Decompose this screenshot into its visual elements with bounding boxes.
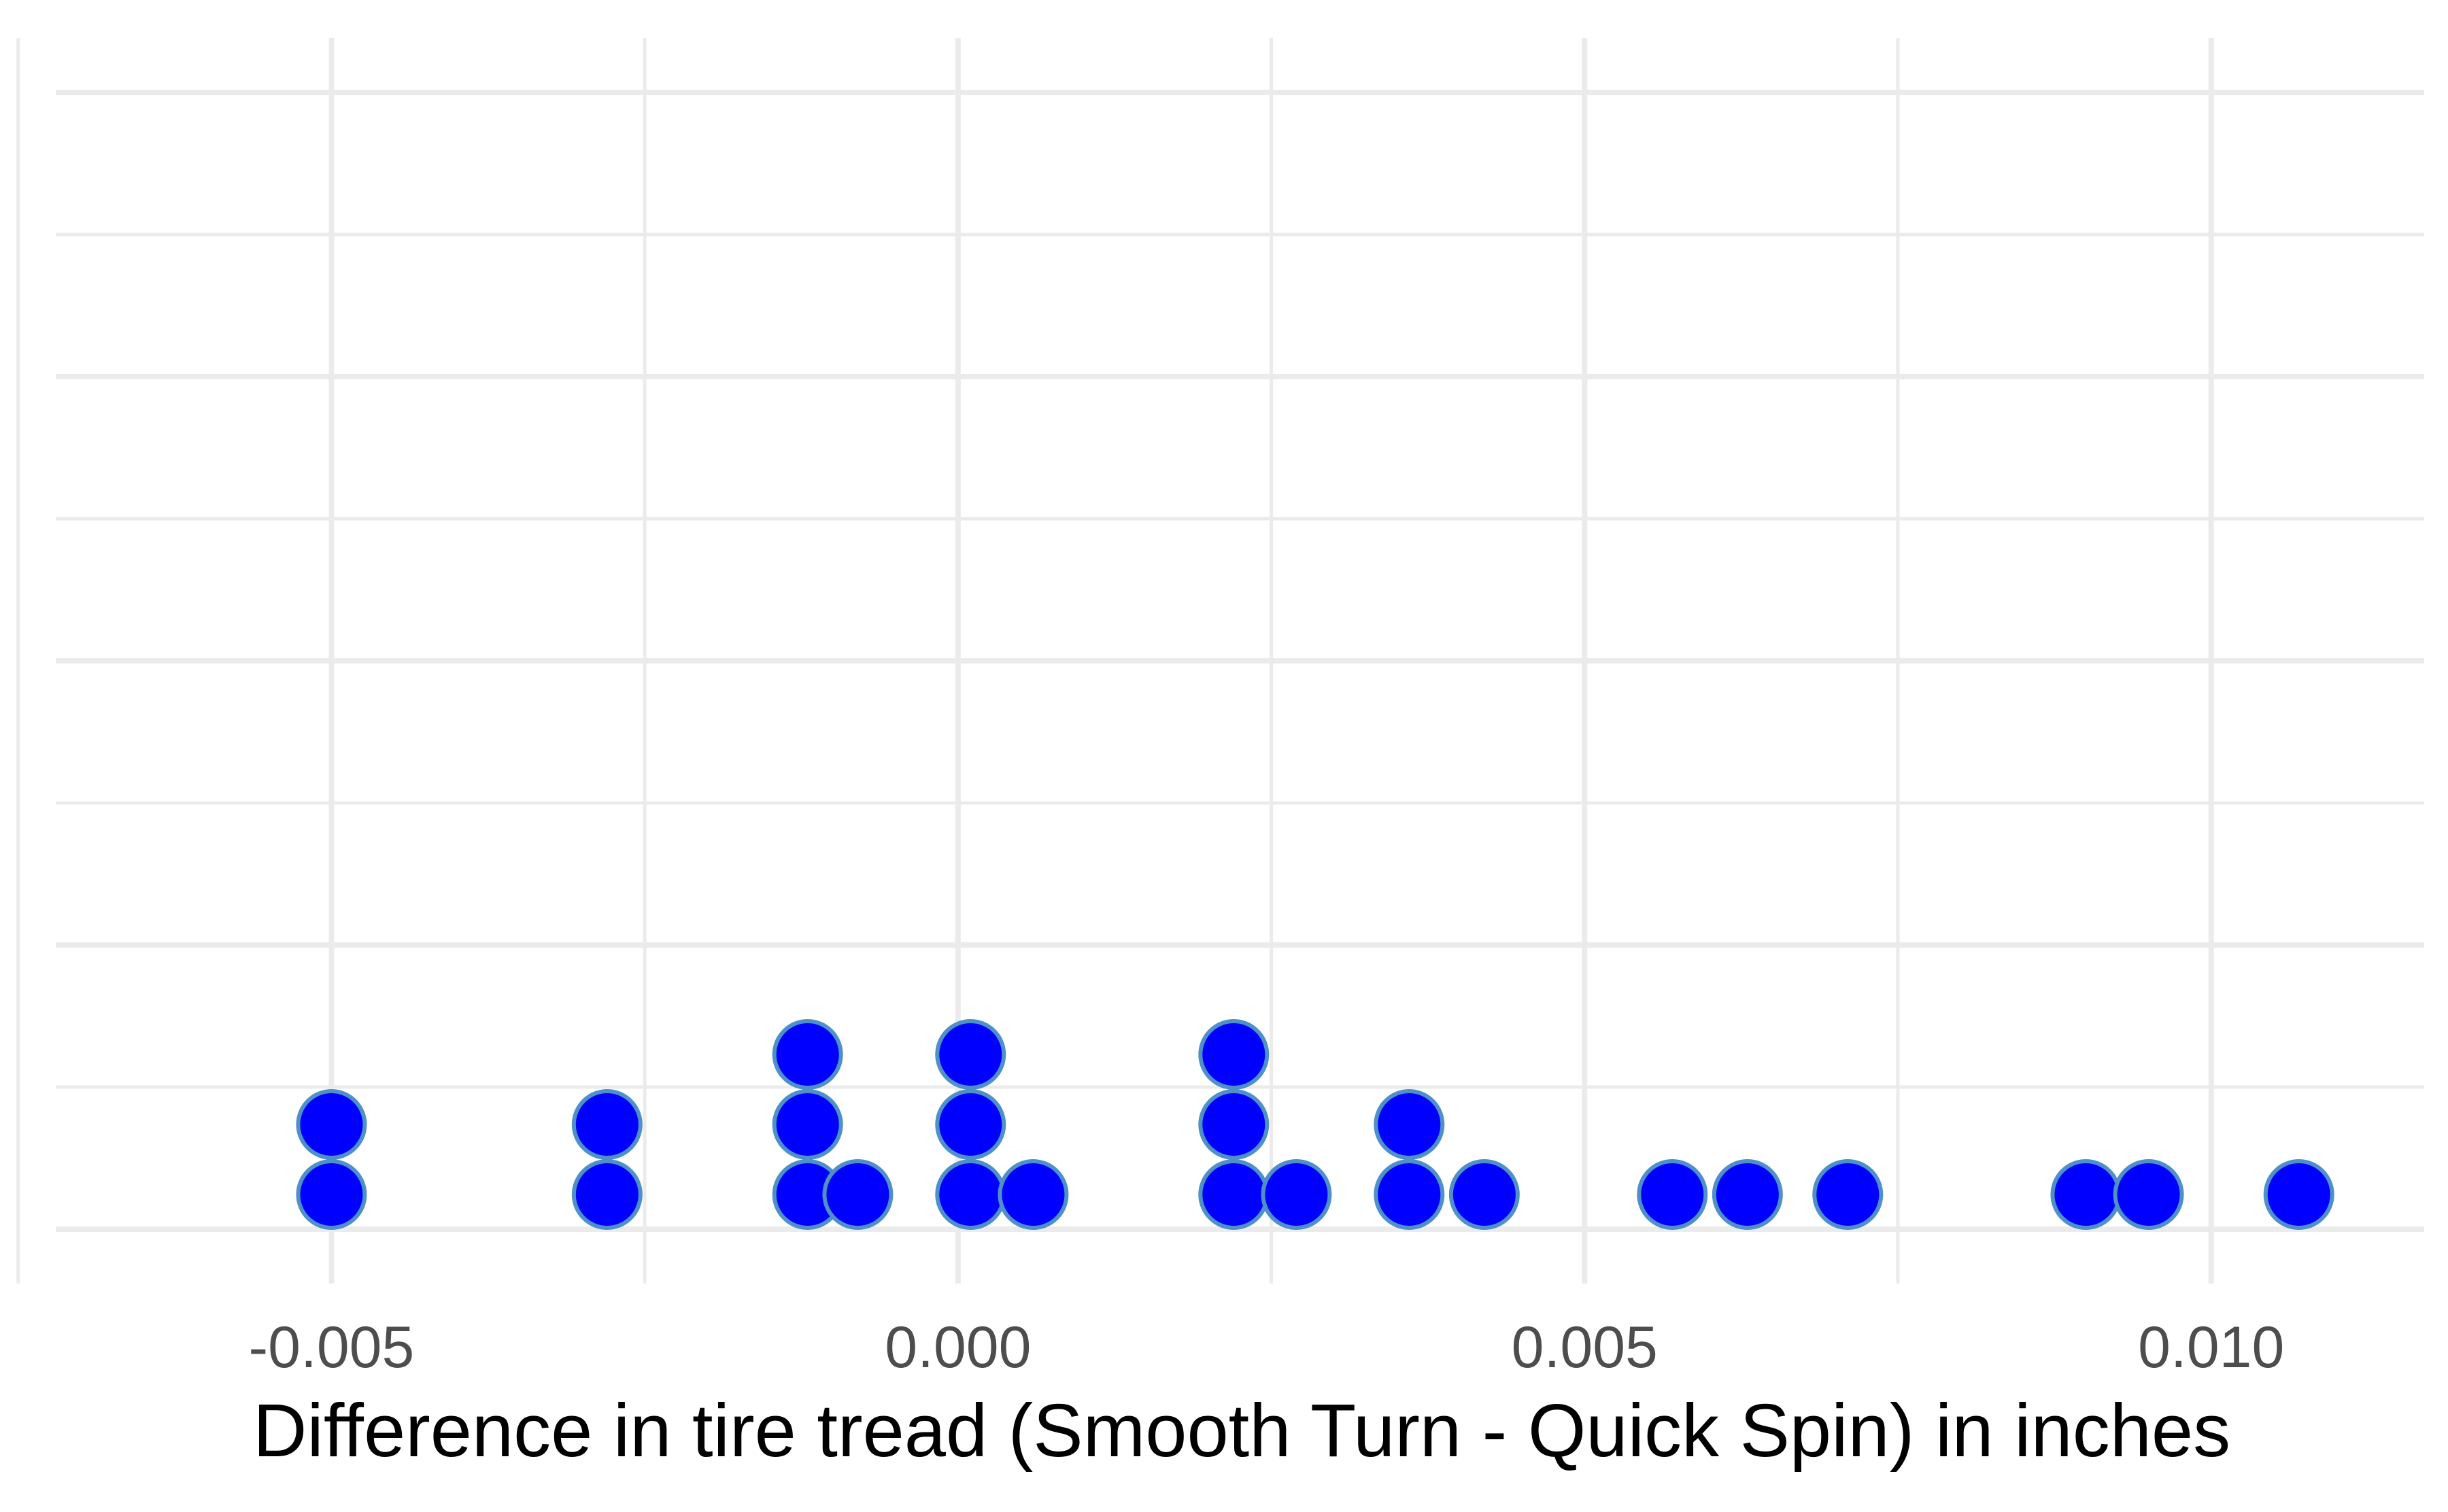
data-dot	[1637, 1159, 1708, 1230]
x-tick-label: 0.000	[885, 1315, 1031, 1380]
data-dot	[822, 1159, 894, 1230]
data-dot	[998, 1159, 1069, 1230]
data-dot	[935, 1089, 1006, 1160]
data-dot	[1712, 1159, 1783, 1230]
grid-lines	[16, 38, 2424, 1284]
dot-marks	[296, 1019, 2334, 1230]
data-dot	[935, 1159, 1006, 1230]
data-dot	[772, 1089, 843, 1160]
data-dot	[1374, 1089, 1445, 1160]
data-dot	[2050, 1159, 2122, 1230]
data-dot	[571, 1159, 643, 1230]
data-dot	[2263, 1159, 2334, 1230]
data-dot	[1198, 1159, 1270, 1230]
data-dot	[772, 1019, 843, 1090]
x-tick-label: 0.005	[1512, 1315, 1658, 1380]
x-axis-tick-labels: -0.005 0.000 0.005 0.010	[248, 1315, 2284, 1380]
data-dot	[2113, 1159, 2184, 1230]
data-dot	[571, 1089, 643, 1160]
x-axis-title: Difference in tire tread (Smooth Turn - …	[253, 1389, 2230, 1473]
data-dot	[935, 1019, 1006, 1090]
data-dot	[1198, 1019, 1270, 1090]
data-dot	[1374, 1159, 1445, 1230]
x-tick-label: -0.005	[248, 1315, 414, 1380]
data-dot	[1198, 1089, 1270, 1160]
data-dot	[1261, 1159, 1332, 1230]
data-dot	[1448, 1159, 1520, 1230]
data-dot	[1812, 1159, 1884, 1230]
x-tick-label: 0.010	[2138, 1315, 2284, 1380]
data-dot	[296, 1159, 367, 1230]
data-dot	[296, 1089, 367, 1160]
